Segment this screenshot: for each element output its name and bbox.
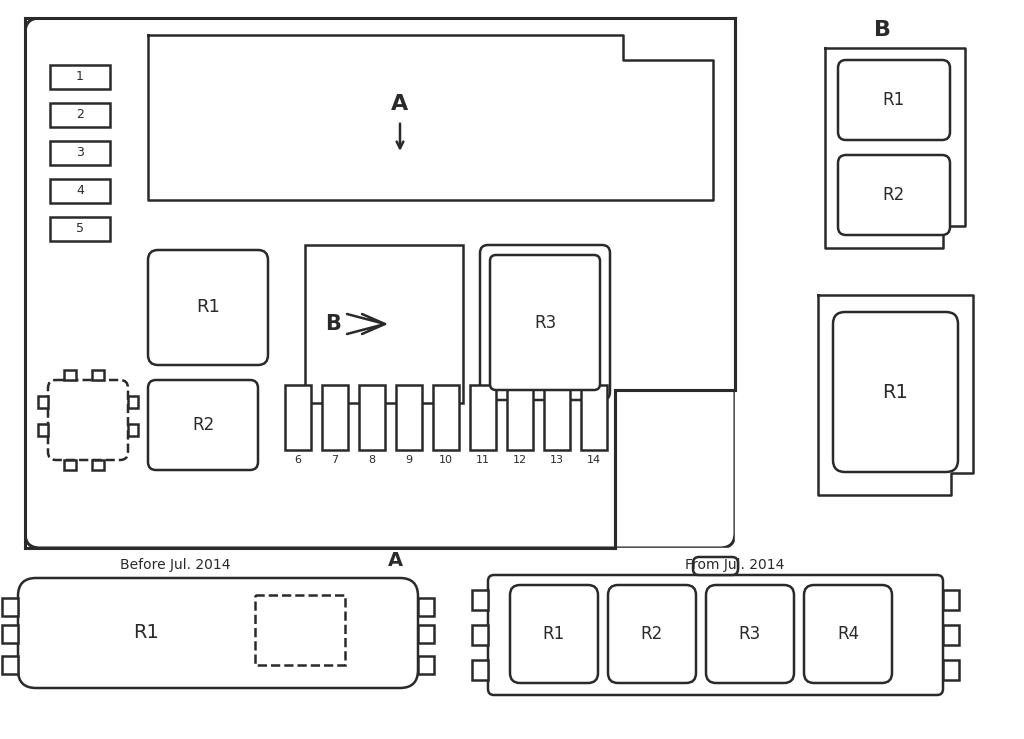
Bar — [50, 103, 110, 127]
Bar — [943, 660, 959, 680]
Bar — [470, 385, 496, 450]
Bar — [255, 595, 345, 665]
Bar — [50, 179, 110, 203]
Bar — [92, 460, 104, 470]
Text: 9: 9 — [406, 455, 413, 465]
Bar — [92, 370, 104, 380]
Text: 12: 12 — [513, 455, 527, 465]
Polygon shape — [25, 548, 740, 553]
Text: From Jul. 2014: From Jul. 2014 — [685, 558, 784, 572]
Text: R1: R1 — [883, 91, 905, 109]
Text: 2: 2 — [76, 109, 84, 121]
FancyBboxPatch shape — [18, 578, 418, 688]
FancyBboxPatch shape — [488, 575, 943, 695]
Bar — [322, 385, 348, 450]
Text: Before Jul. 2014: Before Jul. 2014 — [120, 558, 230, 572]
FancyBboxPatch shape — [148, 250, 268, 365]
Text: R2: R2 — [191, 416, 214, 434]
Bar — [63, 460, 76, 470]
Bar — [2, 625, 18, 643]
Bar — [581, 385, 607, 450]
Bar — [433, 385, 459, 450]
Text: R1: R1 — [196, 299, 220, 316]
Polygon shape — [25, 13, 740, 18]
Polygon shape — [148, 35, 713, 200]
Text: B: B — [873, 20, 891, 40]
FancyBboxPatch shape — [510, 585, 598, 683]
Text: A: A — [387, 551, 402, 570]
Text: R1: R1 — [543, 625, 565, 643]
Text: 7: 7 — [332, 455, 339, 465]
Text: 5: 5 — [76, 222, 84, 236]
Text: 8: 8 — [369, 455, 376, 465]
Bar — [418, 656, 434, 674]
Text: 1: 1 — [76, 70, 84, 84]
FancyBboxPatch shape — [48, 380, 128, 460]
FancyBboxPatch shape — [693, 557, 738, 575]
Bar — [418, 625, 434, 643]
Bar — [472, 590, 488, 610]
Bar — [472, 625, 488, 645]
Bar — [396, 385, 422, 450]
Bar — [359, 385, 385, 450]
Bar — [50, 141, 110, 165]
Text: 10: 10 — [439, 455, 453, 465]
Bar — [38, 396, 48, 408]
Text: 3: 3 — [76, 146, 84, 160]
Bar — [943, 625, 959, 645]
Bar — [285, 385, 311, 450]
Bar — [63, 370, 76, 380]
FancyBboxPatch shape — [148, 380, 258, 470]
Text: B: B — [325, 314, 341, 334]
Polygon shape — [825, 48, 965, 248]
Text: R2: R2 — [883, 186, 905, 204]
Bar — [50, 217, 110, 241]
Polygon shape — [735, 18, 740, 548]
Bar — [128, 424, 138, 436]
Bar — [50, 65, 110, 89]
Bar — [507, 385, 534, 450]
Text: A: A — [391, 95, 409, 115]
Polygon shape — [615, 15, 738, 390]
Text: R3: R3 — [739, 625, 761, 643]
Bar — [418, 598, 434, 616]
FancyBboxPatch shape — [833, 312, 958, 472]
Text: R2: R2 — [641, 625, 664, 643]
FancyBboxPatch shape — [804, 585, 892, 683]
FancyBboxPatch shape — [608, 585, 696, 683]
Text: R1: R1 — [133, 624, 159, 642]
Text: R4: R4 — [837, 625, 859, 643]
Bar — [2, 656, 18, 674]
Bar — [38, 424, 48, 436]
Bar — [544, 385, 570, 450]
Text: 6: 6 — [295, 455, 301, 465]
Bar — [2, 598, 18, 616]
Text: 13: 13 — [550, 455, 564, 465]
Bar — [472, 660, 488, 680]
FancyBboxPatch shape — [490, 255, 600, 390]
FancyBboxPatch shape — [838, 155, 950, 235]
FancyBboxPatch shape — [838, 60, 950, 140]
Polygon shape — [20, 18, 25, 548]
Text: 14: 14 — [587, 455, 601, 465]
Bar — [305, 245, 463, 403]
FancyBboxPatch shape — [25, 18, 735, 548]
FancyBboxPatch shape — [480, 245, 610, 400]
Text: R1: R1 — [883, 383, 908, 401]
Text: 11: 11 — [476, 455, 490, 465]
Text: R3: R3 — [534, 313, 556, 332]
FancyBboxPatch shape — [706, 585, 794, 683]
Polygon shape — [818, 295, 973, 495]
Text: 4: 4 — [76, 185, 84, 197]
Bar — [943, 590, 959, 610]
Bar — [128, 396, 138, 408]
